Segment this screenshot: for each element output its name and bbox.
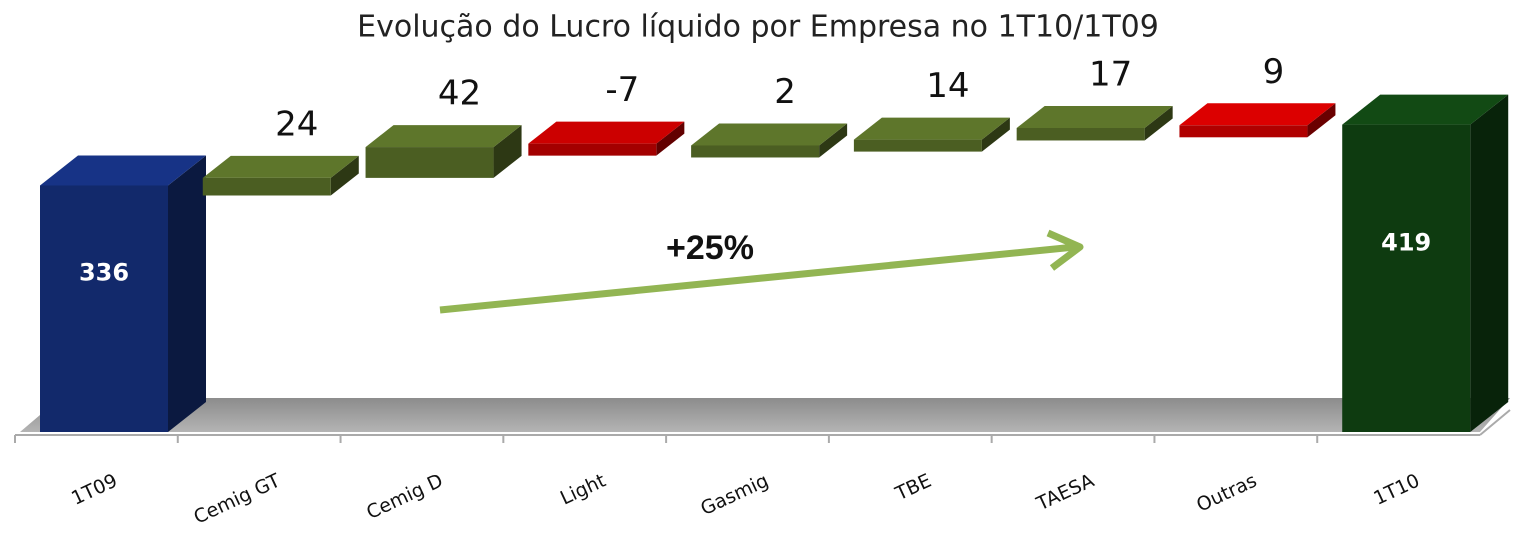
annotation: +25% <box>666 229 754 267</box>
bar-side <box>330 155 359 196</box>
bar-side <box>493 125 522 178</box>
bar-top <box>40 155 206 186</box>
value-label: 42 <box>438 74 481 114</box>
x-tick-label: Cemig D <box>363 470 446 524</box>
bar-top <box>528 121 685 144</box>
x-axis-depth <box>1479 409 1511 436</box>
bar <box>691 145 820 158</box>
bar <box>528 143 657 156</box>
bar <box>365 147 494 178</box>
bar-top <box>365 125 522 148</box>
x-tick-label: Gasmig <box>697 470 772 520</box>
bar-side <box>1144 106 1173 141</box>
bar <box>1179 125 1308 138</box>
bar <box>1016 128 1145 141</box>
value-label: 9 <box>1263 52 1285 92</box>
value-label: 24 <box>275 104 318 144</box>
value-label: 336 <box>79 259 129 287</box>
x-tick-label: 1T09 <box>68 470 121 510</box>
value-label: 2 <box>774 72 796 112</box>
value-label: 14 <box>926 66 969 106</box>
bar <box>202 177 331 196</box>
value-label: -7 <box>605 70 639 110</box>
floor <box>20 398 1510 432</box>
x-tick-label: Outras <box>1193 470 1260 517</box>
bar <box>40 185 168 432</box>
bar-top <box>691 123 848 146</box>
x-tick-label: Cemig GT <box>190 469 283 528</box>
bar-top <box>1016 106 1173 128</box>
bar <box>853 139 982 152</box>
bar-top <box>853 117 1010 140</box>
bar-side <box>819 123 848 158</box>
x-tick-label: TBE <box>891 470 934 506</box>
x-tick-label: Light <box>557 470 609 510</box>
bar-top <box>1342 94 1509 125</box>
value-label: 419 <box>1381 228 1431 256</box>
bar <box>1342 124 1471 432</box>
bar-side <box>1470 94 1509 432</box>
chart-title: Evolução do Lucro líquido por Empresa no… <box>357 10 1159 45</box>
bar-side <box>656 121 685 156</box>
trend-arrowhead <box>1046 229 1084 271</box>
x-tick-label: 1T10 <box>1370 470 1423 510</box>
value-label: 17 <box>1089 55 1132 95</box>
bar-side <box>168 155 206 432</box>
bar-top <box>1179 103 1336 126</box>
x-tick-label: TAESA <box>1032 470 1097 516</box>
trend-arrow <box>439 243 1076 314</box>
bar-side <box>1307 103 1336 138</box>
bar-top <box>202 155 359 178</box>
bar-side <box>981 117 1010 152</box>
